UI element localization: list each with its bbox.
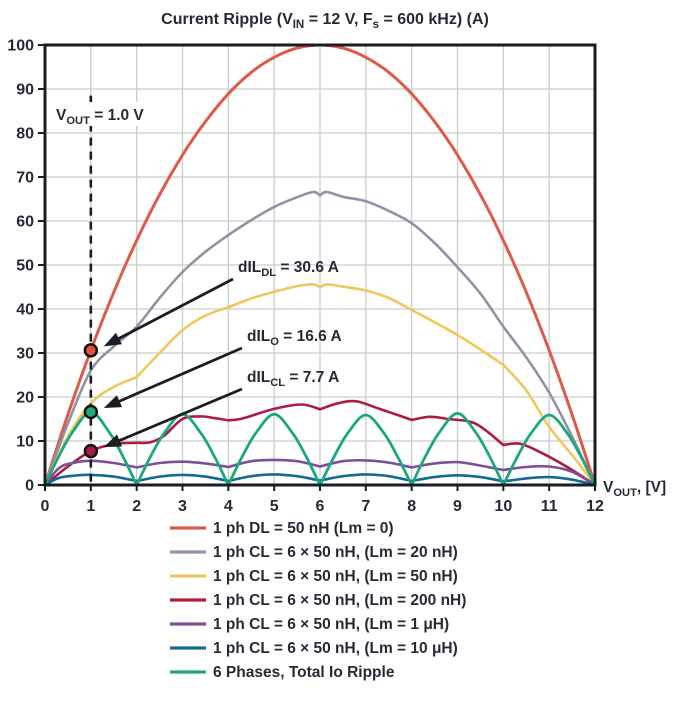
legend-item: 1 ph CL = 6 × 50 nH, (Lm = 200 nH) (170, 592, 466, 609)
annotation-arrow-line (117, 387, 243, 443)
legend-item: 1 ph CL = 6 × 50 nH, (Lm = 10 μH) (170, 640, 458, 657)
annotation-label: dILCL = 7.7 A (247, 369, 339, 389)
vout-reference-label: VOUT = 1.0 V (56, 107, 144, 127)
legend-item: 1 ph CL = 6 × 50 nH, (Lm = 1 μH) (170, 616, 449, 633)
vout-label-background (52, 102, 153, 126)
legend-item: 1 ph DL = 50 nH (Lm = 0) (170, 520, 394, 537)
y-tick-label: 0 (25, 478, 34, 495)
x-tick-label: 4 (224, 498, 233, 515)
annotation-arrowhead (103, 332, 122, 347)
y-tick-label: 70 (16, 170, 34, 187)
x-tick-label: 5 (270, 498, 279, 515)
y-tick-label: 90 (16, 82, 34, 99)
y-tick-label: 20 (16, 390, 34, 407)
y-tick-label: 40 (16, 302, 34, 319)
y-tick-label: 10 (16, 434, 34, 451)
annotation-arrowhead (103, 395, 123, 408)
x-tick-label: 12 (586, 498, 604, 515)
data-point-marker (83, 443, 99, 459)
legend-label: 1 ph CL = 6 × 50 nH, (Lm = 10 μH) (213, 640, 458, 657)
annotation-label: dILO = 16.6 A (247, 328, 342, 348)
annotation-arrowhead (103, 434, 123, 448)
x-tick-label: 10 (494, 498, 512, 515)
annotation-arrow-line (116, 277, 234, 341)
data-point-marker (83, 404, 99, 420)
x-axis-label: VOUT, [V] (603, 479, 666, 499)
series-line-cl-20nH (43, 190, 597, 487)
legend-label: 1 ph CL = 6 × 50 nH, (Lm = 1 μH) (213, 616, 449, 633)
annotation-arrow-line (117, 346, 243, 404)
y-tick-label: 50 (16, 258, 34, 275)
x-tick-label: 11 (541, 498, 558, 515)
x-tick-label: 1 (86, 498, 95, 515)
x-tick-label: 8 (407, 498, 416, 515)
y-tick-label: 60 (16, 214, 34, 231)
plot-border (43, 43, 597, 487)
x-tick-label: 0 (41, 498, 50, 515)
legend-label: 1 ph DL = 50 nH (Lm = 0) (213, 520, 394, 537)
legend-item: 1 ph CL = 6 × 50 nH, (Lm = 50 nH) (170, 568, 458, 585)
legend-label: 6 Phases, Total Io Ripple (213, 664, 395, 681)
chart-title: Current Ripple (VIN = 12 V, Fs = 600 kHz… (161, 11, 489, 31)
series-line-cl-1uH (43, 458, 597, 487)
x-tick-label: 6 (316, 498, 325, 515)
y-tick-label: 30 (16, 346, 34, 363)
series-line-cl-10uH (43, 473, 597, 487)
x-tick-label: 3 (178, 498, 187, 515)
legend-label: 1 ph CL = 6 × 50 nH, (Lm = 50 nH) (213, 568, 458, 585)
legend-label: 1 ph CL = 6 × 50 nH, (Lm = 20 nH) (213, 544, 458, 561)
x-tick-label: 7 (361, 498, 370, 515)
y-tick-label: 100 (7, 38, 34, 55)
legend-item: 1 ph CL = 6 × 50 nH, (Lm = 20 nH) (170, 544, 458, 561)
series-line-cl-50nH (43, 283, 597, 487)
legend-item: 6 Phases, Total Io Ripple (170, 664, 395, 681)
annotation-label: dILDL = 30.6 A (238, 259, 339, 279)
data-point-marker (83, 343, 99, 358)
legend-label: 1 ph CL = 6 × 50 nH, (Lm = 200 nH) (213, 592, 466, 609)
x-tick-label: 2 (132, 498, 141, 515)
x-tick-label: 9 (453, 498, 462, 515)
y-tick-label: 80 (16, 126, 34, 143)
